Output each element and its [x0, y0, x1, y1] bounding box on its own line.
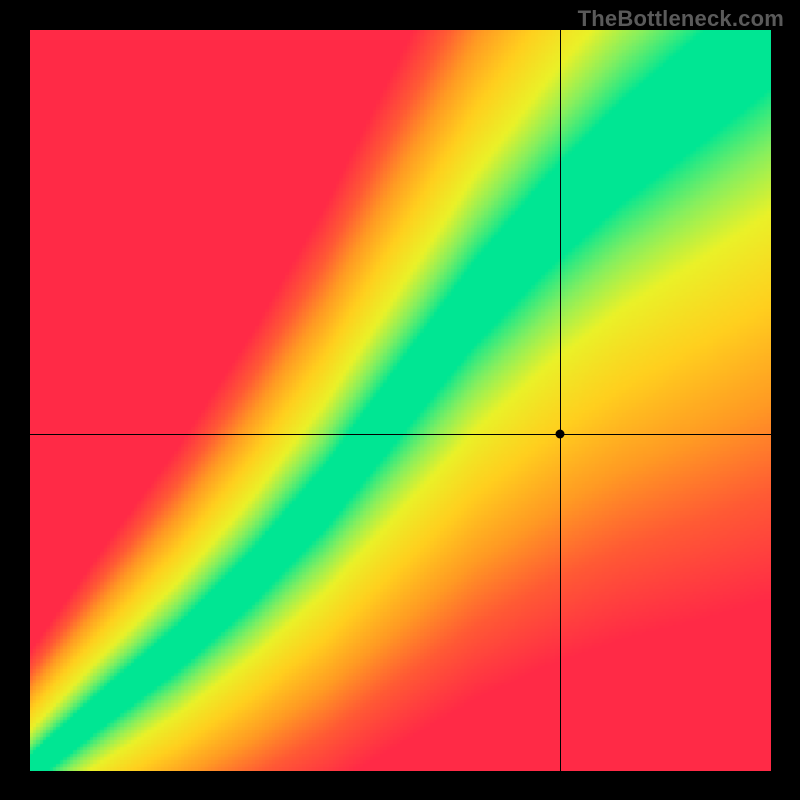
watermark-text: TheBottleneck.com [578, 6, 784, 32]
heatmap-plot-area [30, 30, 771, 771]
crosshair-marker [555, 429, 564, 438]
crosshair-horizontal [30, 434, 771, 435]
crosshair-vertical [560, 30, 561, 771]
heatmap-canvas [30, 30, 771, 771]
